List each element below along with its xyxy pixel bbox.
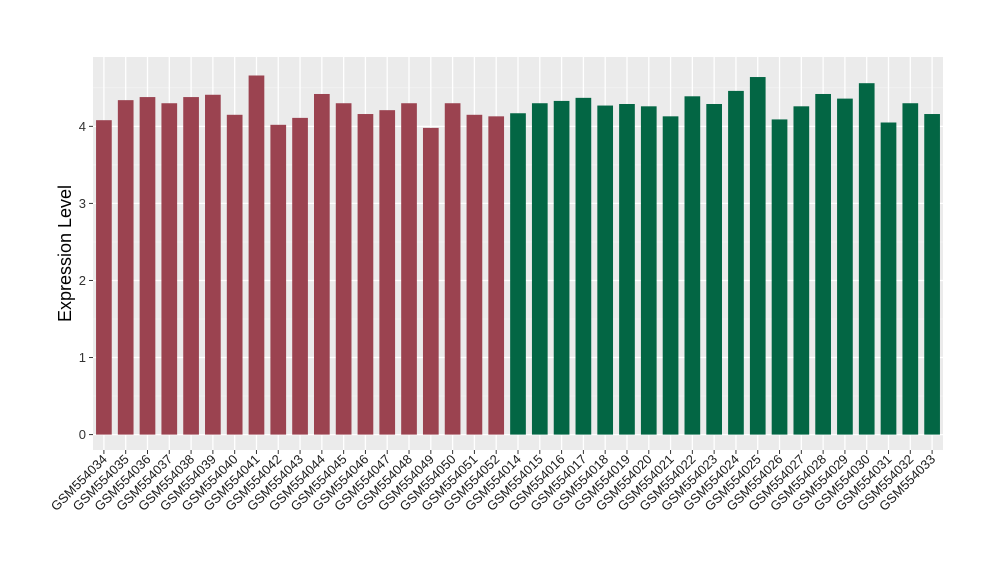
bar-GSM554031 [880,122,897,435]
bar-GSM554032 [902,103,919,435]
y-tick-label: 3 [79,196,86,211]
bar-GSM554020 [640,106,657,435]
bar-GSM554052 [488,116,505,435]
bar-GSM554045 [335,103,352,435]
bar-GSM554048 [401,103,417,435]
bar-GSM554017 [575,97,592,435]
bar-GSM554041 [248,75,265,435]
bar-GSM554015 [531,103,548,435]
bar-GSM554021 [662,116,679,435]
bar-GSM554025 [749,77,766,435]
bar-GSM554033 [924,114,940,435]
bar-GSM554029 [837,98,853,435]
bar-GSM554016 [553,100,570,435]
bar-GSM554030 [858,83,875,435]
y-axis-title: Expression Level [55,185,75,322]
bar-GSM554028 [815,93,831,435]
bar-GSM554046 [357,114,374,435]
bar-GSM554043 [292,117,308,435]
bar-GSM554042 [270,124,287,435]
bar-GSM554035 [117,100,134,435]
y-axis: 0 1 2 3 4 [79,119,93,442]
bars [96,75,940,435]
bar-GSM554039 [205,94,221,435]
bar-GSM554019 [619,104,635,435]
bar-GSM554026 [771,119,788,435]
y-tick-label: 1 [79,350,86,365]
bar-GSM554044 [314,93,330,435]
bar-GSM554037 [161,103,178,435]
bar-GSM554022 [684,96,701,435]
bar-GSM554047 [379,110,396,435]
bar-GSM554014 [510,113,526,435]
bar-GSM554023 [706,104,722,435]
y-tick-label: 2 [79,273,86,288]
bar-GSM554050 [444,103,461,435]
bar-GSM554049 [422,127,439,435]
bar-GSM554036 [139,97,156,435]
bar-GSM554051 [466,114,483,435]
bar-GSM554038 [183,97,199,435]
bar-GSM554034 [96,120,112,435]
x-axis: GSM554034GSM554035GSM554036GSM554037GSM5… [48,450,938,514]
bar-GSM554027 [793,106,810,435]
bar-GSM554024 [728,90,744,435]
bar-GSM554040 [226,114,243,435]
bar-GSM554018 [597,105,614,435]
y-tick-label: 0 [79,427,86,442]
y-tick-label: 4 [79,119,86,134]
